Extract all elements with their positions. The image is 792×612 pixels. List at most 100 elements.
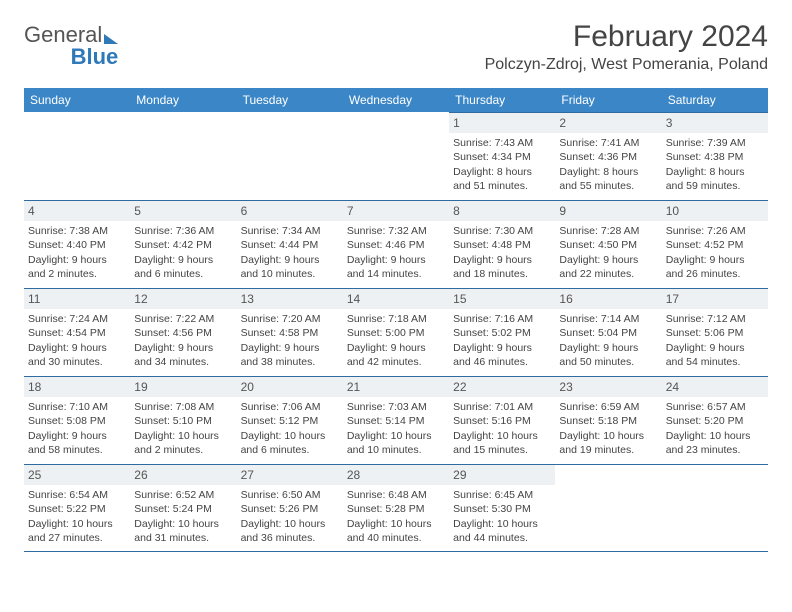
day-cell: 6 Sunrise: 7:34 AMSunset: 4:44 PMDaylight… — [237, 200, 343, 288]
day-cell: 25Sunrise: 6:54 AMSunset: 5:22 PMDayligh… — [24, 464, 130, 552]
weekday-header: Friday — [555, 88, 661, 112]
daylight-text: Daylight: 9 hours and 30 minutes. — [28, 341, 126, 369]
day-number: 24 — [662, 377, 768, 397]
daylight-text: Daylight: 9 hours and 50 minutes. — [559, 341, 657, 369]
day-number: 9 — [555, 201, 661, 221]
page-header: GeneralBlue February 2024 Polczyn-Zdroj,… — [24, 20, 768, 74]
day-cell: 5Sunrise: 7:36 AMSunset: 4:42 PMDaylight… — [130, 200, 236, 288]
daylight-text: Daylight: 9 hours and 26 minutes. — [666, 253, 764, 281]
day-cell: 19Sunrise: 7:08 AMSunset: 5:10 PMDayligh… — [130, 376, 236, 464]
day-number: 8 — [449, 201, 555, 221]
sunset-text: Sunset: 5:08 PM — [28, 414, 126, 428]
sunrise-text: Sunrise: 6:52 AM — [134, 488, 232, 502]
day-cell: 7Sunrise: 7:32 AMSunset: 4:46 PMDaylight… — [343, 200, 449, 288]
day-cell: 20Sunrise: 7:06 AMSunset: 5:12 PMDayligh… — [237, 376, 343, 464]
daylight-text: Daylight: 10 hours and 10 minutes. — [347, 429, 445, 457]
daylight-text: Daylight: 9 hours and 34 minutes. — [134, 341, 232, 369]
day-cell: 15Sunrise: 7:16 AMSunset: 5:02 PMDayligh… — [449, 288, 555, 376]
sunrise-text: Sunrise: 6:54 AM — [28, 488, 126, 502]
daylight-text: Daylight: 10 hours and 6 minutes. — [241, 429, 339, 457]
weekday-header: Monday — [130, 88, 236, 112]
weekday-header: Wednesday — [343, 88, 449, 112]
page-title: February 2024 — [485, 20, 768, 54]
sunrise-text: Sunrise: 7:20 AM — [241, 312, 339, 326]
day-cell — [130, 112, 236, 200]
sunset-text: Sunset: 5:00 PM — [347, 326, 445, 340]
sunset-text: Sunset: 4:36 PM — [559, 150, 657, 164]
sunrise-text: Sunrise: 6:45 AM — [453, 488, 551, 502]
sunset-text: Sunset: 5:22 PM — [28, 502, 126, 516]
sunrise-text: Sunrise: 7:01 AM — [453, 400, 551, 414]
week-row: 25Sunrise: 6:54 AMSunset: 5:22 PMDayligh… — [24, 464, 768, 552]
daylight-text: Daylight: 10 hours and 40 minutes. — [347, 517, 445, 545]
day-cell: 21Sunrise: 7:03 AMSunset: 5:14 PMDayligh… — [343, 376, 449, 464]
weekday-header: Saturday — [662, 88, 768, 112]
daylight-text: Daylight: 10 hours and 31 minutes. — [134, 517, 232, 545]
daylight-text: Daylight: 9 hours and 22 minutes. — [559, 253, 657, 281]
sunrise-text: Sunrise: 6:57 AM — [666, 400, 764, 414]
day-number: 11 — [24, 289, 130, 309]
daylight-text: Daylight: 9 hours and 42 minutes. — [347, 341, 445, 369]
sunrise-text: Sunrise: 7:12 AM — [666, 312, 764, 326]
week-row: 1Sunrise: 7:43 AMSunset: 4:34 PMDaylight… — [24, 112, 768, 200]
sunrise-text: Sunrise: 7:26 AM — [666, 224, 764, 238]
sunset-text: Sunset: 5:06 PM — [666, 326, 764, 340]
sunset-text: Sunset: 5:12 PM — [241, 414, 339, 428]
day-number: 5 — [130, 201, 236, 221]
sunrise-text: Sunrise: 7:34 AM — [241, 224, 339, 238]
daylight-text: Daylight: 10 hours and 15 minutes. — [453, 429, 551, 457]
sunset-text: Sunset: 5:14 PM — [347, 414, 445, 428]
day-cell: 13Sunrise: 7:20 AMSunset: 4:58 PMDayligh… — [237, 288, 343, 376]
sunset-text: Sunset: 4:48 PM — [453, 238, 551, 252]
sunset-text: Sunset: 5:28 PM — [347, 502, 445, 516]
calendar: Sunday Monday Tuesday Wednesday Thursday… — [24, 88, 768, 552]
sunset-text: Sunset: 5:24 PM — [134, 502, 232, 516]
day-cell: 26 Sunrise: 6:52 AMSunset: 5:24 PMDayligh… — [130, 464, 236, 552]
sunset-text: Sunset: 5:10 PM — [134, 414, 232, 428]
day-cell: 27Sunrise: 6:50 AMSunset: 5:26 PMDayligh… — [237, 464, 343, 552]
sunrise-text: Sunrise: 7:30 AM — [453, 224, 551, 238]
day-number: 3 — [662, 113, 768, 133]
day-number: 17 — [662, 289, 768, 309]
day-number: 12 — [130, 289, 236, 309]
day-cell — [343, 112, 449, 200]
day-cell: 17Sunrise: 7:12 AMSunset: 5:06 PMDayligh… — [662, 288, 768, 376]
sunset-text: Sunset: 5:16 PM — [453, 414, 551, 428]
sunset-text: Sunset: 4:38 PM — [666, 150, 764, 164]
sunrise-text: Sunrise: 7:14 AM — [559, 312, 657, 326]
sunset-text: Sunset: 4:40 PM — [28, 238, 126, 252]
daylight-text: Daylight: 9 hours and 58 minutes. — [28, 429, 126, 457]
day-cell: 2Sunrise: 7:41 AMSunset: 4:36 PMDaylight… — [555, 112, 661, 200]
daylight-text: Daylight: 10 hours and 23 minutes. — [666, 429, 764, 457]
day-number: 29 — [449, 465, 555, 485]
day-cell: 4Sunrise: 7:38 AMSunset: 4:40 PMDaylight… — [24, 200, 130, 288]
day-cell — [662, 464, 768, 552]
daylight-text: Daylight: 8 hours and 51 minutes. — [453, 165, 551, 193]
day-number: 16 — [555, 289, 661, 309]
day-cell: 12Sunrise: 7:22 AMSunset: 4:56 PMDayligh… — [130, 288, 236, 376]
sunset-text: Sunset: 4:44 PM — [241, 238, 339, 252]
daylight-text: Daylight: 9 hours and 10 minutes. — [241, 253, 339, 281]
day-number: 6 — [237, 201, 343, 221]
day-cell: 1Sunrise: 7:43 AMSunset: 4:34 PMDaylight… — [449, 112, 555, 200]
daylight-text: Daylight: 10 hours and 19 minutes. — [559, 429, 657, 457]
sunset-text: Sunset: 4:52 PM — [666, 238, 764, 252]
day-number: 18 — [24, 377, 130, 397]
day-number: 26 — [130, 465, 236, 485]
sunset-text: Sunset: 4:50 PM — [559, 238, 657, 252]
day-cell: 10Sunrise: 7:26 AMSunset: 4:52 PMDayligh… — [662, 200, 768, 288]
week-row: 11Sunrise: 7:24 AMSunset: 4:54 PMDayligh… — [24, 288, 768, 376]
day-cell: 28Sunrise: 6:48 AMSunset: 5:28 PMDayligh… — [343, 464, 449, 552]
weekday-header: Sunday — [24, 88, 130, 112]
logo-triangle-icon — [104, 34, 118, 44]
day-number: 21 — [343, 377, 449, 397]
sunrise-text: Sunrise: 7:43 AM — [453, 136, 551, 150]
day-cell: 11Sunrise: 7:24 AMSunset: 4:54 PMDayligh… — [24, 288, 130, 376]
day-cell: 9Sunrise: 7:28 AMSunset: 4:50 PMDaylight… — [555, 200, 661, 288]
day-cell: 29Sunrise: 6:45 AMSunset: 5:30 PMDayligh… — [449, 464, 555, 552]
sunrise-text: Sunrise: 7:10 AM — [28, 400, 126, 414]
sunset-text: Sunset: 4:34 PM — [453, 150, 551, 164]
daylight-text: Daylight: 9 hours and 38 minutes. — [241, 341, 339, 369]
day-cell: 14Sunrise: 7:18 AMSunset: 5:00 PMDayligh… — [343, 288, 449, 376]
sunset-text: Sunset: 5:02 PM — [453, 326, 551, 340]
